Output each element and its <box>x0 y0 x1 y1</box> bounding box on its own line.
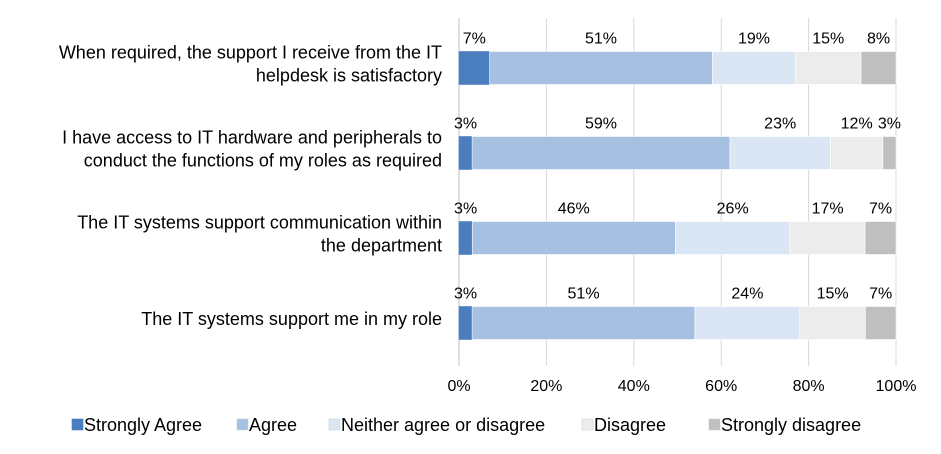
bar-segment <box>865 306 897 340</box>
x-tick-label: 0% <box>447 378 470 395</box>
x-tick-labels: 0% 20% 40% 60% 80% 100% <box>447 378 916 395</box>
x-tick-label: 80% <box>793 378 825 395</box>
data-label: 19% <box>738 31 770 48</box>
category-label-line: helpdesk is satisfactory <box>256 66 442 86</box>
data-label: 3% <box>454 201 477 218</box>
bar-segment <box>458 51 490 85</box>
legend-label: Strongly disagree <box>721 415 861 435</box>
bar-segment <box>729 136 831 170</box>
legend-item: Strongly disagree <box>708 415 861 435</box>
bar-segment <box>712 51 796 85</box>
bar-segment <box>789 221 866 255</box>
category-label: The IT systems support me in my role <box>141 309 442 329</box>
legend-swatch <box>236 418 249 431</box>
legend-label: Agree <box>249 415 297 435</box>
legend-item: Strongly Agree <box>71 415 202 435</box>
legend-item: Disagree <box>581 415 666 435</box>
legend-item: Agree <box>236 415 297 435</box>
x-tick-label: 100% <box>876 378 917 395</box>
category-label: I have access to IT hardware and periphe… <box>62 128 442 171</box>
x-tick-label: 20% <box>530 378 562 395</box>
category-label: When required, the support I receive fro… <box>59 43 442 86</box>
bar-segment <box>471 136 731 170</box>
legend: Strongly Agree Agree Neither agree or disa… <box>71 415 861 435</box>
legend-label: Neither agree or disagree <box>341 415 545 435</box>
bar-segment <box>458 306 473 340</box>
x-tick-label: 40% <box>618 378 650 395</box>
data-label: 24% <box>731 286 763 303</box>
data-label: 3% <box>878 116 901 133</box>
data-label: 3% <box>454 286 477 303</box>
data-label: 3% <box>454 116 477 133</box>
x-tick-label: 60% <box>705 378 737 395</box>
bars <box>458 51 897 340</box>
bar-segment <box>882 136 897 170</box>
legend-swatch <box>71 418 84 431</box>
legend-swatch <box>708 418 721 431</box>
bar-segment <box>694 306 801 340</box>
data-label: 46% <box>558 201 590 218</box>
data-label: 7% <box>869 201 892 218</box>
category-label-line: The IT systems support me in my role <box>141 309 442 329</box>
data-label: 51% <box>568 286 600 303</box>
data-label: 7% <box>463 31 486 48</box>
bar-segment <box>458 136 473 170</box>
data-label: 51% <box>585 31 617 48</box>
bar-segment <box>795 51 862 85</box>
category-label-line: I have access to IT hardware and periphe… <box>62 128 442 148</box>
bar-segment <box>864 221 897 255</box>
bar-segment <box>458 221 473 255</box>
bar-segment <box>799 306 866 340</box>
bar-segment <box>830 136 884 170</box>
bar-segment <box>674 221 791 255</box>
data-label: 15% <box>812 31 844 48</box>
legend-swatch <box>328 418 341 431</box>
bar-segment <box>471 306 696 340</box>
category-label-line: The IT systems support communication wit… <box>77 213 442 233</box>
legend-label: Disagree <box>594 415 666 435</box>
legend-item: Neither agree or disagree <box>328 415 545 435</box>
data-label: 59% <box>585 116 617 133</box>
legend-swatch <box>581 418 594 431</box>
bar-segment <box>489 51 713 85</box>
category-label-line: conduct the functions of my roles as req… <box>84 151 442 171</box>
data-label: 17% <box>812 201 844 218</box>
data-label: 12% <box>841 116 873 133</box>
data-label: 23% <box>764 116 796 133</box>
data-label: 15% <box>817 286 849 303</box>
category-label-line: When required, the support I receive fro… <box>59 43 442 63</box>
data-labels: 7% 51% 19% 15% 8% 3% 59% 23% 12% 3% 3% 46% 26% 17% 7% 3… <box>454 31 901 303</box>
bar-segment <box>471 221 676 255</box>
category-label: The IT systems support communication wit… <box>77 213 442 256</box>
data-label: 8% <box>867 31 890 48</box>
category-labels: When required, the support I receive fro… <box>59 43 442 330</box>
data-label: 26% <box>717 201 749 218</box>
category-label-line: the department <box>321 236 442 256</box>
legend-label: Strongly Agree <box>84 415 202 435</box>
data-label: 7% <box>869 286 892 303</box>
bar-segment <box>860 51 897 85</box>
